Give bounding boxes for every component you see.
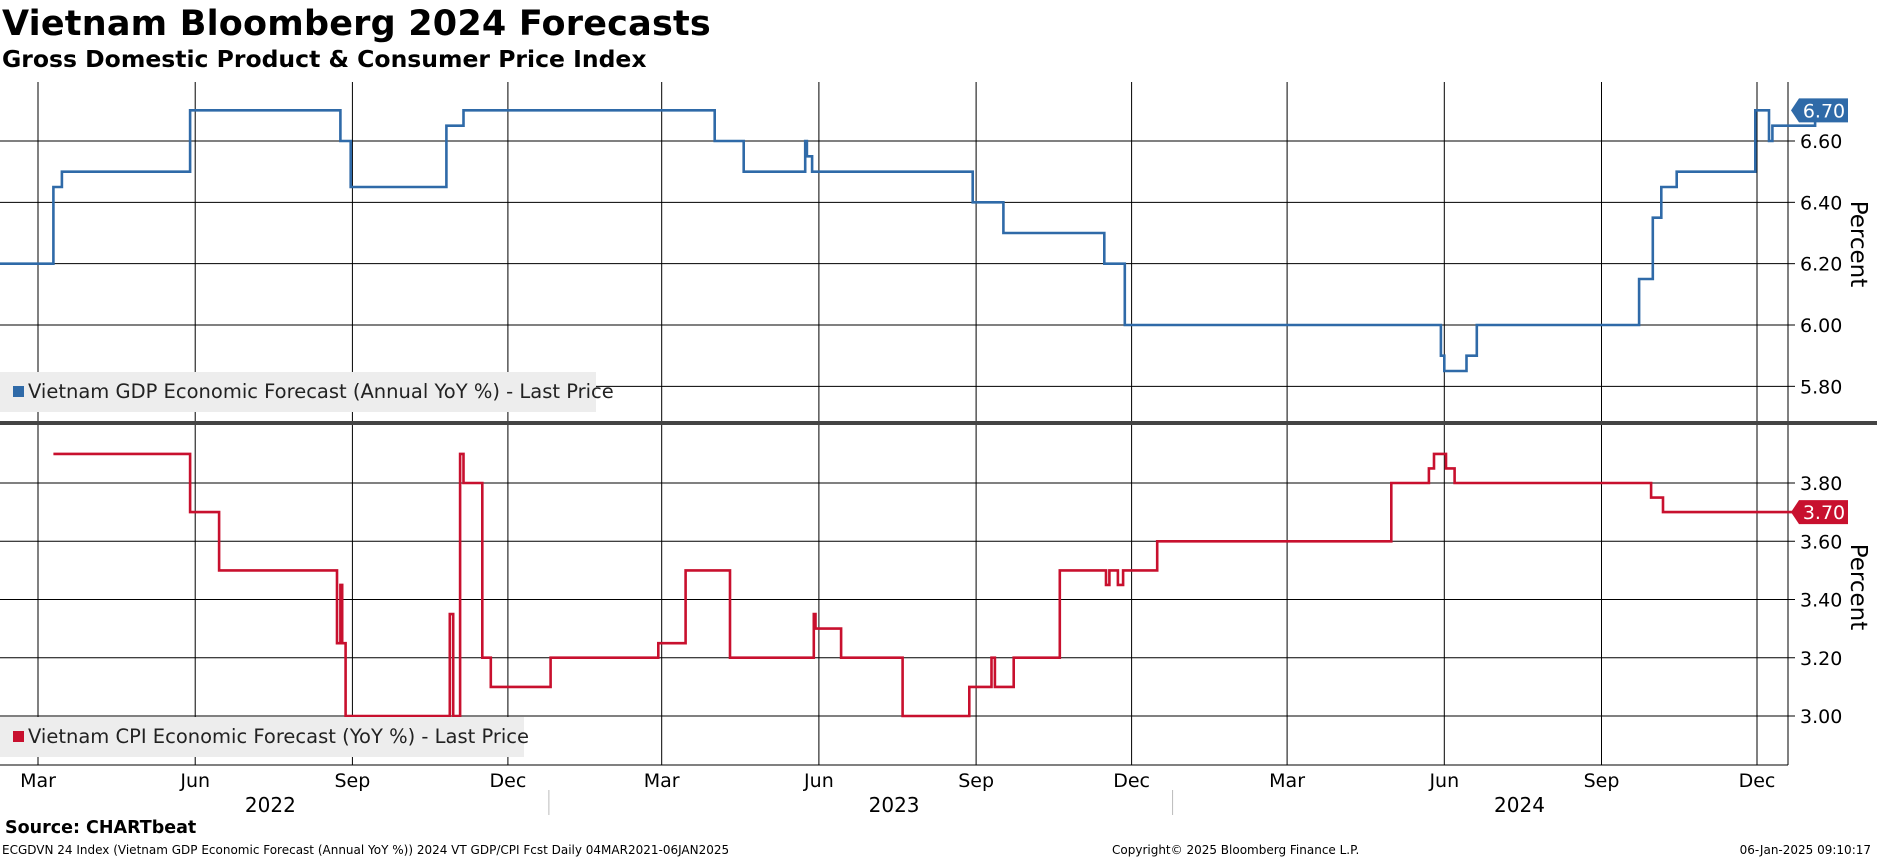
x-tick-label: Mar [644,770,680,792]
year-label: 2022 [245,793,296,817]
y-tick-label: 3.40 [1800,590,1842,612]
legend-box [0,372,596,412]
y-axis-label: Percent [1845,544,1871,631]
y-tick-label: 6.40 [1800,192,1842,214]
legend-swatch [13,731,24,742]
footer-copyright: Copyright© 2025 Bloomberg Finance L.P. [1112,843,1360,857]
footer-timestamp: 06-Jan-2025 09:10:17 [1739,843,1871,857]
last-value-flag [1791,98,1848,123]
cpi-forecast-line [53,452,1802,718]
y-tick-label: 3.80 [1800,473,1842,495]
x-tick-label: Dec [1113,770,1150,792]
year-label: 2024 [1494,793,1545,817]
y-axis-label: Percent [1845,201,1871,288]
source-note: Source: CHARTbeat [5,818,197,838]
legend-entry: Vietnam GDP Economic Forecast (Annual Yo… [28,380,614,403]
gdp-forecast-line [0,109,1817,373]
x-tick-label: Jun [1428,770,1459,792]
year-label: 2023 [869,793,920,817]
x-tick-label: Sep [958,770,994,792]
y-tick-label: 3.60 [1800,531,1842,553]
last-value-flag [1791,500,1848,525]
y-tick-label: 3.00 [1800,706,1842,728]
y-tick-label: 6.00 [1800,315,1842,337]
legend-swatch [13,386,24,397]
x-tick-label: Sep [1584,770,1620,792]
last-value-label: 3.70 [1803,502,1845,524]
legend-entry: Vietnam CPI Economic Forecast (YoY %) - … [28,725,529,748]
x-tick-label: Dec [490,770,527,792]
footer-description: ECGDVN 24 Index (Vietnam GDP Economic Fo… [2,843,730,857]
x-tick-label: Jun [803,770,834,792]
x-tick-label: Mar [20,770,56,792]
x-tick-label: Mar [1269,770,1305,792]
chart-title: Vietnam Bloomberg 2024 Forecasts [2,4,711,44]
last-value-label: 6.70 [1803,100,1845,122]
x-tick-label: Jun [179,770,210,792]
x-tick-label: Sep [335,770,371,792]
y-tick-label: 6.20 [1800,254,1842,276]
y-tick-label: 3.20 [1800,648,1842,670]
chart-subtitle: Gross Domestic Product & Consumer Price … [2,45,647,73]
legend-box [0,717,524,757]
x-tick-label: Dec [1739,770,1776,792]
y-tick-label: 5.80 [1800,376,1842,398]
panel-separator [0,421,1877,425]
y-tick-label: 6.60 [1800,131,1842,153]
